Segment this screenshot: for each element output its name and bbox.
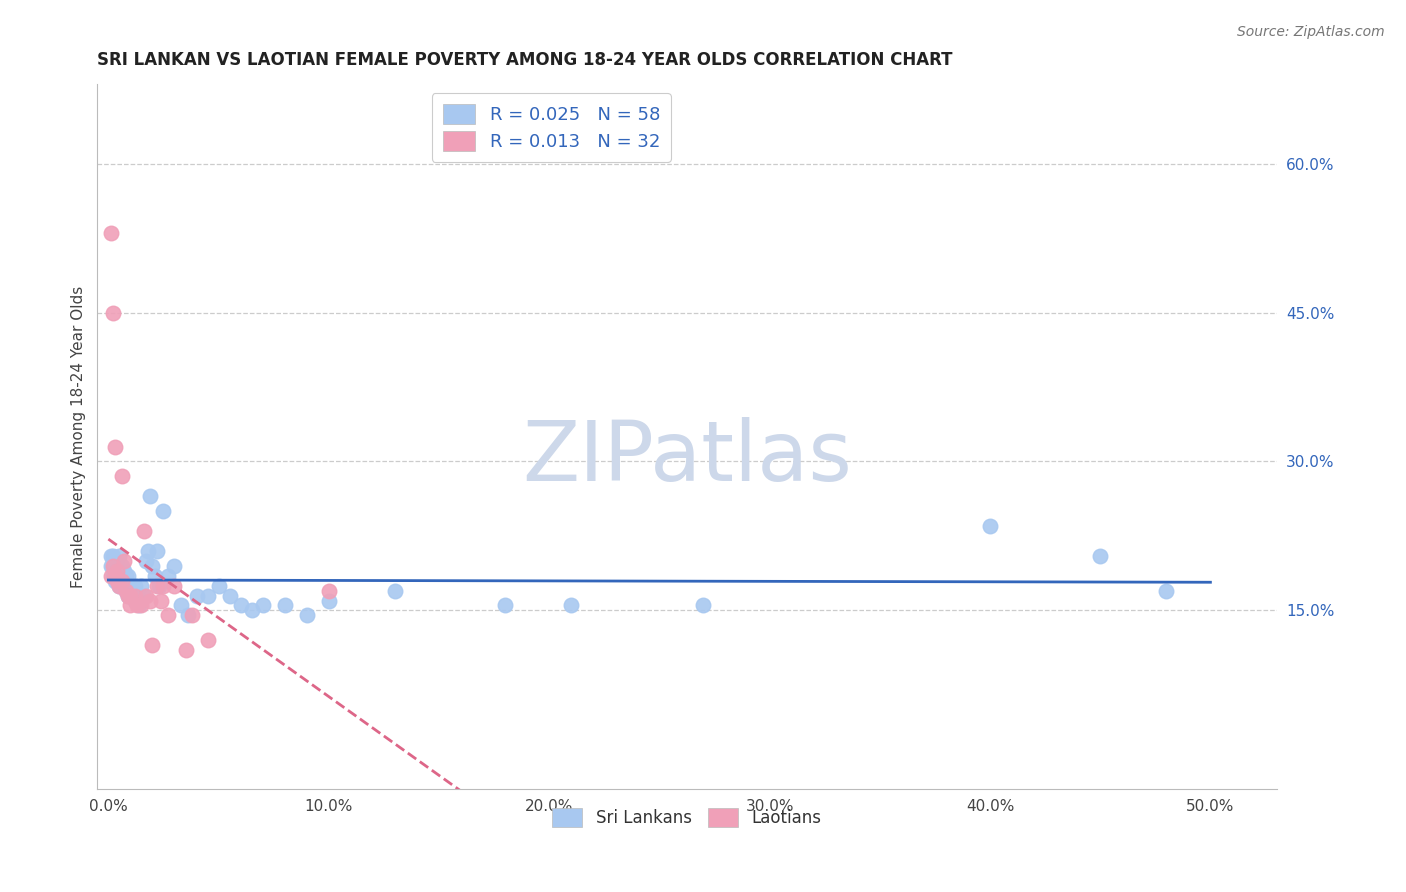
Point: [131, 599, 153, 613]
Point: [295, 608, 318, 623]
Point: [117, 589, 139, 603]
Point: [146, 579, 169, 593]
Point: [218, 589, 240, 603]
Point: [120, 579, 142, 593]
Point: [146, 544, 169, 558]
Point: [110, 558, 132, 573]
Point: [156, 608, 179, 623]
Point: [148, 579, 170, 593]
Point: [105, 568, 128, 582]
Point: [273, 599, 295, 613]
Text: SRI LANKAN VS LAOTIAN FEMALE POVERTY AMONG 18-24 YEAR OLDS CORRELATION CHART: SRI LANKAN VS LAOTIAN FEMALE POVERTY AMO…: [97, 51, 953, 69]
Point: [494, 599, 516, 613]
Point: [101, 558, 124, 573]
Point: [124, 593, 146, 607]
Point: [152, 579, 174, 593]
Point: [100, 549, 122, 563]
Point: [115, 568, 138, 582]
Point: [104, 568, 127, 582]
Point: [1090, 549, 1112, 563]
Point: [1156, 583, 1178, 598]
Point: [692, 599, 714, 613]
Point: [108, 549, 131, 563]
Point: [132, 524, 155, 538]
Legend: Sri Lankans, Laotians: Sri Lankans, Laotians: [546, 802, 828, 834]
Point: [115, 583, 138, 598]
Point: [125, 589, 148, 603]
Point: [101, 549, 124, 563]
Point: [163, 579, 186, 593]
Point: [112, 579, 135, 593]
Point: [207, 579, 229, 593]
Point: [104, 554, 127, 568]
Point: [104, 574, 127, 588]
Point: [150, 593, 173, 607]
Point: [318, 593, 340, 607]
Point: [240, 603, 263, 617]
Point: [108, 579, 131, 593]
Point: [197, 589, 219, 603]
Point: [174, 643, 197, 657]
Point: [128, 599, 150, 613]
Point: [560, 599, 582, 613]
Point: [101, 305, 124, 319]
Point: [112, 554, 135, 568]
Point: [229, 599, 252, 613]
Point: [163, 558, 186, 573]
Point: [101, 558, 124, 573]
Point: [105, 574, 128, 588]
Point: [117, 568, 139, 582]
Point: [141, 558, 163, 573]
Point: [170, 599, 193, 613]
Point: [125, 599, 148, 613]
Point: [132, 589, 155, 603]
Point: [115, 583, 138, 598]
Text: Source: ZipAtlas.com: Source: ZipAtlas.com: [1237, 25, 1385, 39]
Point: [135, 554, 157, 568]
Text: ZIPatlas: ZIPatlas: [522, 417, 852, 499]
Point: [100, 568, 122, 582]
Y-axis label: Female Poverty Among 18-24 Year Olds: Female Poverty Among 18-24 Year Olds: [72, 285, 86, 588]
Point: [120, 589, 142, 603]
Point: [181, 608, 204, 623]
Point: [110, 574, 132, 588]
Point: [318, 583, 340, 598]
Point: [120, 589, 142, 603]
Point: [110, 469, 132, 483]
Point: [156, 568, 179, 582]
Point: [105, 558, 128, 573]
Point: [252, 599, 274, 613]
Point: [177, 608, 200, 623]
Point: [104, 440, 127, 454]
Point: [105, 564, 128, 578]
Point: [384, 583, 406, 598]
Point: [186, 589, 208, 603]
Point: [100, 226, 122, 240]
Point: [117, 589, 139, 603]
Point: [101, 568, 124, 582]
Point: [152, 504, 174, 518]
Point: [136, 544, 159, 558]
Point: [124, 589, 146, 603]
Point: [112, 564, 135, 578]
Point: [135, 589, 157, 603]
Point: [100, 558, 122, 573]
Point: [108, 579, 131, 593]
Point: [141, 638, 163, 652]
Point: [120, 599, 142, 613]
Point: [121, 583, 143, 598]
Point: [139, 489, 162, 503]
Point: [143, 568, 166, 582]
Point: [104, 564, 127, 578]
Point: [197, 633, 219, 648]
Point: [131, 579, 153, 593]
Point: [110, 579, 132, 593]
Point: [139, 593, 162, 607]
Point: [124, 579, 146, 593]
Point: [979, 519, 1001, 533]
